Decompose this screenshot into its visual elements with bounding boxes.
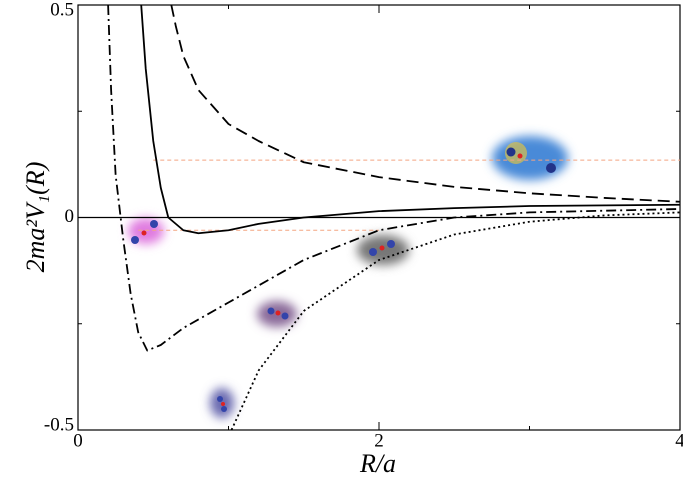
x-tick-label: 0 (73, 430, 83, 451)
molecule (492, 136, 568, 180)
molecule-illustrations (128, 136, 568, 418)
y-axis-label: 2ma²V₁(R) (21, 162, 50, 273)
curve (170, 5, 680, 203)
x-tick-label: 2 (374, 430, 384, 451)
y-tick-label: 0 (65, 206, 75, 227)
x-tick-label: 4 (675, 430, 683, 451)
y-tick-label: 0.5 (50, 0, 74, 20)
curve (140, 5, 680, 235)
curve (230, 211, 680, 430)
x-axis-label: R/a (359, 449, 396, 478)
curve (107, 5, 680, 352)
y-tick-label: -0.5 (44, 414, 74, 435)
plot-area (78, 5, 680, 430)
